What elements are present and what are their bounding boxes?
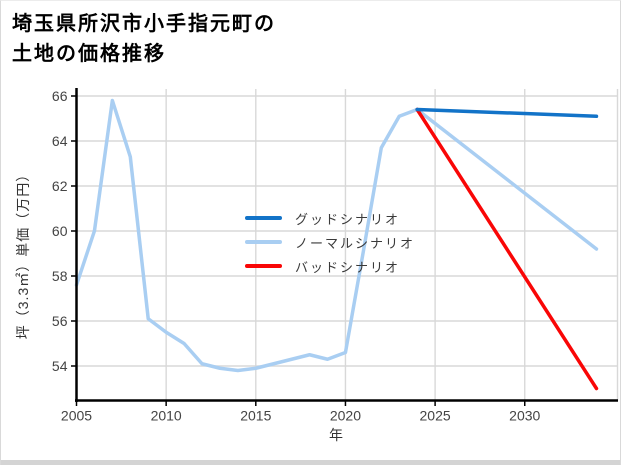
series-line-グッドシナリオ xyxy=(415,107,599,118)
title-line-1: 埼玉県所沢市小手指元町の xyxy=(12,13,276,35)
chart-legend: グッドシナリオ ノーマルシナリオ バッドシナリオ xyxy=(245,206,415,278)
x-tick-label: 2005 xyxy=(61,408,92,424)
normal-scenario-line-swatch xyxy=(245,240,282,244)
series-line-ノーマルシナリオ xyxy=(74,98,599,373)
series-line-バッドシナリオ xyxy=(415,107,599,391)
y-tick-label: 62 xyxy=(52,178,68,194)
y-tick-label: 66 xyxy=(52,88,68,104)
x-tick-label: 2010 xyxy=(151,408,182,424)
title-line-2: 土地の価格推移 xyxy=(12,43,166,65)
y-axis-label: 坪（3.3㎡）単価（万円） xyxy=(15,166,31,340)
x-tick-label: 2025 xyxy=(420,408,451,424)
x-tick-label: 2030 xyxy=(509,408,540,424)
legend-item-good: グッドシナリオ xyxy=(245,206,415,230)
bad-scenario-line-swatch xyxy=(245,264,282,268)
y-tick-label: 58 xyxy=(52,268,68,284)
x-tick-label: 2020 xyxy=(330,408,361,424)
legend-item-bad: バッドシナリオ xyxy=(245,254,415,278)
y-tick-label: 54 xyxy=(52,358,68,374)
legend-label-bad: バッドシナリオ xyxy=(295,259,401,275)
legend-label-normal: ノーマルシナリオ xyxy=(295,235,416,251)
good-scenario-line-swatch xyxy=(245,216,282,220)
page-bottom-strip xyxy=(1,460,620,465)
legend-item-normal: ノーマルシナリオ xyxy=(245,230,415,254)
x-tick-label: 2015 xyxy=(240,408,271,424)
page-title: 埼玉県所沢市小手指元町の 土地の価格推移 xyxy=(12,9,276,69)
x-axis-label: 年 xyxy=(329,427,343,443)
y-tick-label: 60 xyxy=(52,223,68,239)
y-tick-label: 56 xyxy=(52,313,68,329)
legend-label-good: グッドシナリオ xyxy=(295,211,401,227)
y-tick-label: 64 xyxy=(52,133,68,149)
